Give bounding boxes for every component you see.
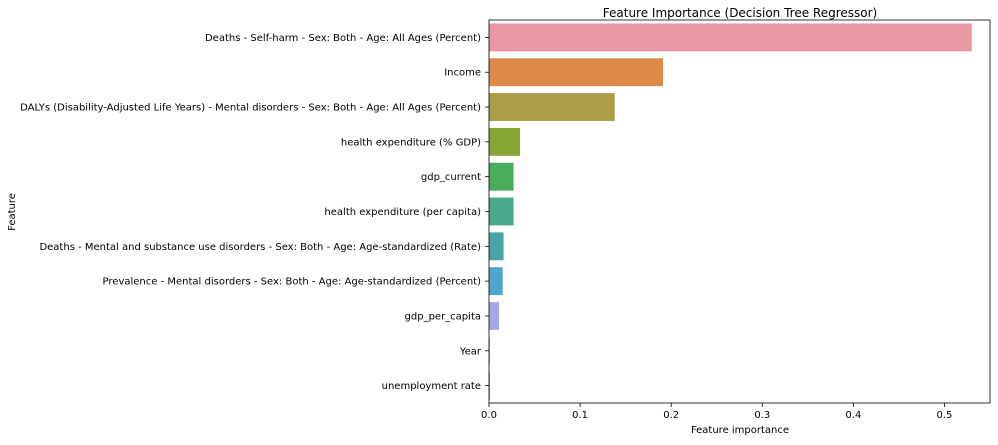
y-tick-label: Year: [459, 346, 482, 357]
bar: [489, 267, 503, 296]
y-tick-label: Deaths - Mental and substance use disord…: [39, 242, 481, 253]
bar: [489, 127, 520, 156]
y-tick-label: Deaths - Self-harm - Sex: Both - Age: Al…: [205, 33, 481, 44]
y-tick-label: health expenditure (per capita): [324, 207, 481, 218]
y-tick-label: health expenditure (% GDP): [341, 137, 481, 148]
x-tick-label: 0.2: [663, 410, 679, 421]
bar: [489, 232, 504, 261]
y-axis-label: Feature: [7, 193, 18, 231]
bar: [489, 336, 490, 365]
x-axis-label: Feature importance: [691, 425, 789, 436]
x-ticks-group: 0.0 0.1 0.2 0.3 0.4 0.5: [481, 403, 952, 421]
chart-title: Feature Importance (Decision Tree Regres…: [603, 6, 877, 20]
bar: [489, 197, 514, 226]
x-tick-label: 0.4: [845, 410, 861, 421]
bar: [489, 93, 615, 121]
y-tick-label: gdp_current: [421, 172, 481, 183]
x-tick-label: 0.1: [572, 410, 588, 421]
y-tick-label: Income: [444, 68, 481, 79]
bar: [489, 58, 663, 87]
bars-group: [489, 23, 972, 400]
y-tick-label: DALYs (Disability-Adjusted Life Years) -…: [20, 103, 481, 114]
y-tick-label: gdp_per_capita: [405, 311, 481, 322]
x-tick-label: 0.0: [481, 410, 497, 421]
bar: [489, 371, 490, 400]
y-tick-label: unemployment rate: [382, 381, 481, 392]
y-ticks-group: Deaths - Self-harm - Sex: Both - Age: Al…: [20, 33, 489, 392]
bar: [489, 162, 514, 191]
x-tick-label: 0.3: [754, 410, 770, 421]
bar: [489, 302, 500, 330]
bar: [489, 23, 972, 52]
y-tick-label: Prevalence - Mental disorders - Sex: Bot…: [103, 277, 482, 288]
x-tick-label: 0.5: [937, 410, 953, 421]
plot-area-frame: [488, 19, 991, 404]
